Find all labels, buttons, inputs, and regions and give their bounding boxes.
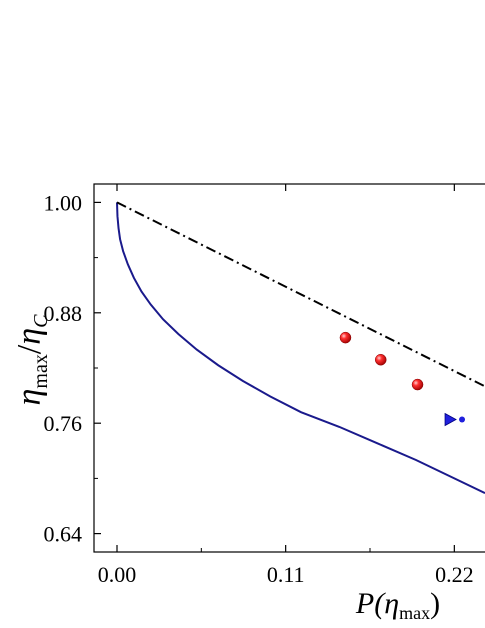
y-axis-title-sub2: C [30,314,52,328]
dash-dot-line-1 [116,201,485,388]
y-axis-title-sub: max [30,354,52,388]
y-tick-label-0: 0.64 [44,522,83,547]
y-axis-title: ηmax/ηC [11,314,52,406]
y-axis-title-eta2: η [11,328,48,345]
red-sphere-point-2 [411,378,424,391]
y-axis-title-eta: η [11,389,48,406]
x-axis-title: P(ηmax) [355,587,440,623]
blue-triangle-point-0 [444,412,457,427]
y-axis-title-slash: / [11,344,48,354]
tick-labels: 0.00 0.11 0.22 0.64 0.76 0.88 1.00 [44,190,474,587]
scatter-layer [339,331,466,427]
x-axis-title-eta: η [384,587,399,620]
series-layer [116,201,485,495]
red-sphere-point-0 [339,331,352,344]
solid-curve-0 [116,202,485,495]
x-axis-title-sub: max [399,603,430,623]
axis-ticks [94,184,455,552]
blue-partial-point-0 [459,416,466,423]
red-sphere-point-1 [374,353,387,366]
plot-frame [93,183,485,553]
x-tick-label-2: 0.22 [435,562,474,587]
y-tick-label-1: 0.76 [44,411,83,436]
x-axis-title-p: P( [355,587,386,620]
x-tick-label-0: 0.00 [98,562,137,587]
y-tick-label-2: 0.88 [44,301,83,326]
x-tick-label-1: 0.11 [267,562,305,587]
y-tick-label-3: 1.00 [44,190,83,215]
x-axis-title-close: ) [430,587,440,620]
plot-border [93,183,485,553]
